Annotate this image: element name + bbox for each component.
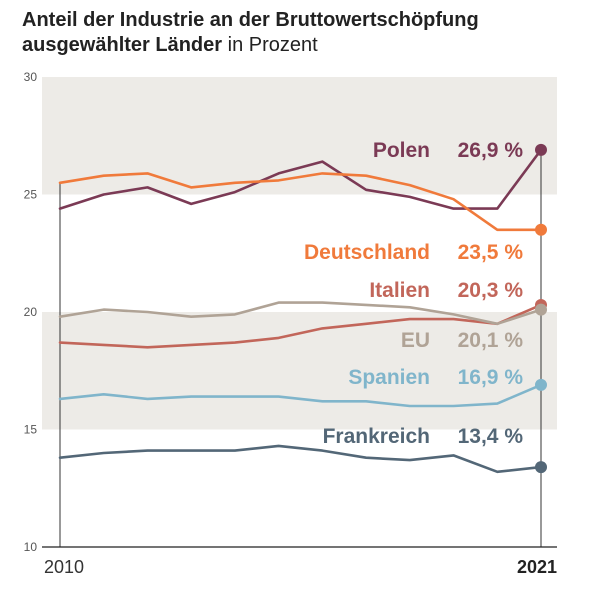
end-dot-polen: [535, 143, 547, 156]
y-tick-label-25: 25: [24, 188, 38, 202]
series-value-italien: 20,3 %: [458, 279, 524, 302]
end-dot-spanien: [535, 378, 547, 391]
series-line-polen: [58, 148, 543, 210]
y-tick-label-15: 15: [24, 423, 38, 437]
grid-band-15-20: [42, 312, 557, 430]
series-label-polen: Polen: [373, 139, 430, 162]
chart-title-text: Anteil der Industrie an der Bruttowertsc…: [22, 9, 479, 56]
series-value-spanien: 16,9 %: [458, 366, 524, 389]
series-line-eu: [58, 301, 543, 326]
series-label-eu: EU: [401, 329, 430, 352]
series-value-frankreich: 13,4 %: [458, 425, 524, 448]
series-line-frankreich: [58, 444, 543, 474]
x-tick-label-first: 2010: [44, 557, 84, 577]
series-label-deutschland: Deutschland: [304, 241, 430, 264]
series-value-deutschland: 23,5 %: [458, 241, 524, 264]
series-label-italien: Italien: [369, 279, 430, 302]
end-dot-deutschland: [535, 223, 547, 236]
series-line-spanien: [58, 383, 543, 408]
chart-title: Anteil der Industrie an der Bruttowertsc…: [22, 8, 512, 58]
end-dot-eu: [535, 303, 547, 316]
y-tick-label-30: 30: [24, 70, 38, 84]
series-value-eu: 20,1 %: [458, 329, 524, 352]
end-dot-frankreich: [535, 461, 547, 474]
y-tick-label-10: 10: [24, 540, 38, 554]
series-value-polen: 26,9 %: [458, 139, 524, 162]
x-tick-label-last: 2021: [517, 557, 557, 577]
series-line-deutschland: [58, 172, 543, 232]
series-line-italien: [58, 303, 543, 349]
series-label-frankreich: Frankreich: [323, 425, 430, 448]
chart-title-unit: in Prozent: [227, 34, 318, 56]
series-label-spanien: Spanien: [348, 366, 430, 389]
y-tick-label-20: 20: [24, 305, 38, 319]
